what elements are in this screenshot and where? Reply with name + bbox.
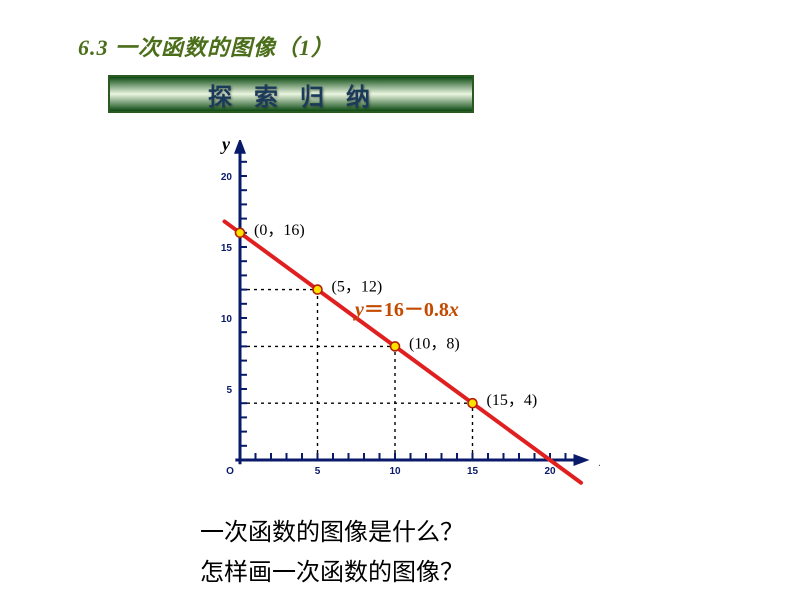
svg-text:O: O (226, 466, 234, 477)
question-2: 怎样画一次函数的图像？ (200, 552, 464, 587)
svg-text:(5，12): (5，12) (332, 279, 383, 296)
svg-text:(10，8): (10，8) (409, 335, 460, 352)
svg-text:(15，4): (15，4) (487, 392, 538, 409)
banner-text: 探索归纳 (190, 77, 392, 112)
svg-text:15: 15 (467, 466, 479, 477)
svg-text:10: 10 (221, 314, 233, 325)
linear-function-chart: 5 10 15 20 5 10 15 20 Ox y (0，16) (5，12) (10，8) (15，4… (200, 140, 600, 510)
svg-text:y: y (220, 140, 231, 154)
svg-text:15: 15 (221, 243, 233, 254)
svg-text:5: 5 (315, 466, 321, 477)
section-banner: 探索归纳 (108, 75, 474, 113)
svg-text:(0，16): (0，16) (254, 222, 305, 239)
svg-text:x: x (599, 450, 601, 470)
page-title: 6.3 一次函数的图像（1） (78, 30, 334, 62)
svg-text:10: 10 (389, 466, 401, 477)
svg-text:20: 20 (544, 466, 556, 477)
banner-inner: 探索归纳 (110, 77, 472, 111)
svg-text:y＝16－0.8x: y＝16－0.8x (353, 299, 459, 321)
svg-text:5: 5 (226, 385, 232, 396)
question-1: 一次函数的图像是什么？ (200, 512, 464, 547)
chart-svg: 5 10 15 20 5 10 15 20 Ox y (0，16) (5，12) (10，8) (15，4… (200, 140, 600, 510)
svg-text:20: 20 (221, 172, 233, 183)
